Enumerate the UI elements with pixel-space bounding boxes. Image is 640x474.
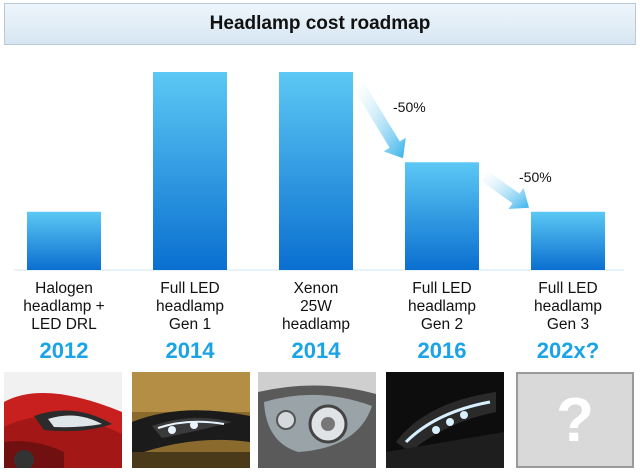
bar-2 [279,72,353,270]
question-mark-symbol: ? [556,385,594,455]
year-label-4: 202x? [536,338,600,363]
year-label-3: 2016 [417,338,467,363]
question-mark-icon: ? [518,374,632,466]
bar-0 [27,211,101,270]
bar-1 [153,72,227,270]
category-label-1: Full LED headlamp Gen 1 [155,280,225,333]
category-label-3: Full LED headlamp Gen 2 [407,280,477,333]
question-mark-placeholder: ? [516,372,634,468]
year-label-1: 2014 [165,338,215,363]
category-label-2: Xenon 25W headlamp [281,280,351,333]
reduction-label-1: -50% [519,169,552,185]
led-gen1-headlamp-photo [132,372,250,468]
red-car-headlamp-photo [4,372,122,468]
year-label-0: 2012 [39,338,89,363]
category-label-4: Full LED headlamp Gen 3 [533,280,603,333]
year-label-2: 2014 [291,338,341,363]
chart-title: Headlamp cost roadmap [209,13,431,34]
reduction-label-0: -50% [393,99,426,115]
reduction-arrow-1 [481,171,529,209]
bar-3 [405,162,479,270]
chart-title-bar: Headlamp cost roadmap [4,3,636,45]
category-label-0: Halogen headlamp + LED DRL [23,280,105,333]
reduction-arrow-0 [353,82,406,159]
bar-4 [531,211,605,270]
led-gen2-headlamp-photo [386,372,504,468]
xenon-headlamp-photo [258,372,376,468]
